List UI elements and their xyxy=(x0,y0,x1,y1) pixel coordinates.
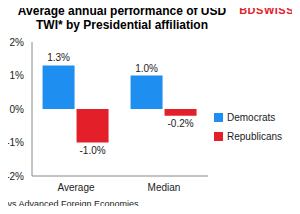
html-text:*vs Advanced Foreign Economies: *vs Advanced Foreign Economies xyxy=(4,199,139,209)
html-text:Democrats: Democrats xyxy=(227,112,276,123)
html-text:Average annual performance of: Average annual performance of USD TWI* b… xyxy=(17,4,227,32)
svg-text:2%: 2% xyxy=(10,37,25,48)
svg-text:0%: 0% xyxy=(10,104,25,115)
svg-text:1.0%: 1.0% xyxy=(135,63,158,74)
svg-text:Median: Median xyxy=(148,182,181,193)
html-text:BDSWISS: BDSWISS xyxy=(239,4,294,16)
svg-text:-1.0%: -1.0% xyxy=(79,145,105,156)
svg-text:-2%: -2% xyxy=(8,171,24,182)
svg-text:-0.2%: -0.2% xyxy=(167,118,193,129)
svg-text:-1%: -1% xyxy=(8,137,24,148)
svg-text:1%: 1% xyxy=(10,70,25,81)
html-text:Republicans: Republicans xyxy=(227,131,282,142)
svg-text:Average: Average xyxy=(57,182,95,193)
svg-text:1.3%: 1.3% xyxy=(47,52,70,63)
